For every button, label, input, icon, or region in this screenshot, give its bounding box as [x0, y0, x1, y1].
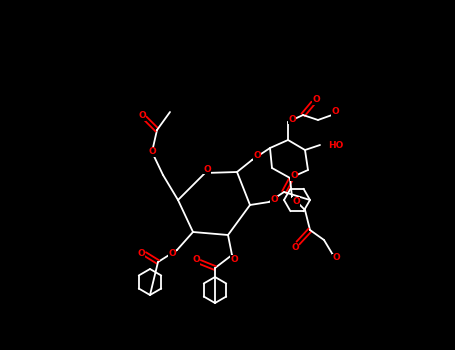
Text: O: O [292, 196, 300, 205]
Text: O: O [270, 196, 278, 204]
Text: O: O [230, 254, 238, 264]
Text: O: O [168, 250, 176, 259]
Text: HO: HO [328, 140, 344, 149]
Text: O: O [253, 152, 261, 161]
Text: O: O [290, 172, 298, 181]
Text: O: O [203, 164, 211, 174]
Text: O: O [138, 112, 146, 120]
Text: O: O [148, 147, 156, 156]
Text: O: O [332, 253, 340, 262]
Text: O: O [291, 243, 299, 252]
Text: O: O [312, 96, 320, 105]
Text: O: O [192, 256, 200, 265]
Text: O: O [331, 107, 339, 117]
Text: O: O [137, 250, 145, 259]
Text: O: O [288, 114, 296, 124]
